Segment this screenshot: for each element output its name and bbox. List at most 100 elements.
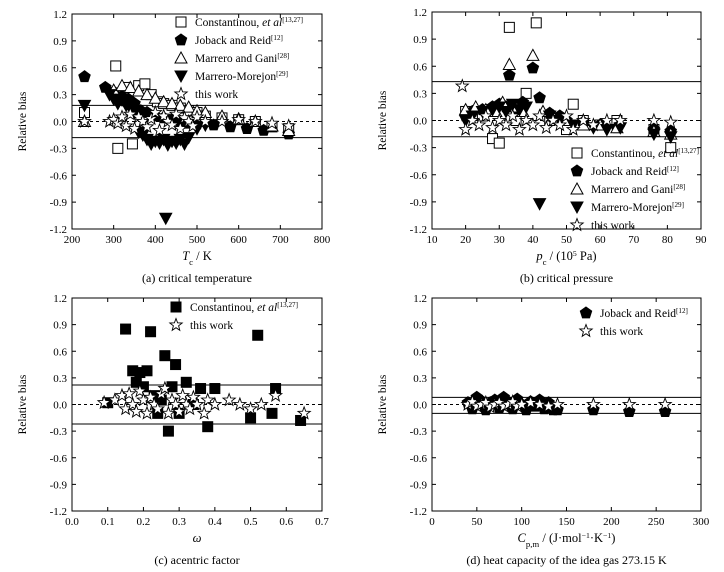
data-point	[171, 403, 187, 418]
x-tick-label: 50	[471, 516, 483, 528]
y-tick-label: 1.2	[53, 293, 67, 305]
data-point	[141, 365, 153, 377]
data-point	[663, 114, 679, 129]
legend-label: Joback and Reid[12]	[600, 307, 688, 320]
y-tick-label: 0.6	[53, 63, 67, 75]
series-5-star-open	[77, 104, 297, 137]
data-point	[96, 394, 112, 410]
legend-marker	[174, 50, 188, 64]
data-point	[519, 101, 533, 114]
data-point	[189, 396, 205, 411]
chart-panel-3: -1.2 -0.9 -0.6 -0.3 0.0 0.3 0.6 0.9 1.2 0.0 0.1 0.2…	[17, 293, 329, 567]
data-point	[295, 414, 307, 426]
series-1-square-filled	[102, 323, 307, 437]
y-tick-label: 0.3	[53, 90, 67, 102]
legend-label: Constantinou, et al[13,27]	[190, 301, 298, 314]
x-tick-label: 0.4	[208, 516, 222, 528]
data-point	[214, 113, 230, 128]
data-point	[243, 401, 259, 416]
legend-label: Marrero-Morejon[29]	[195, 70, 288, 83]
x-tick-label: 300	[693, 516, 710, 528]
data-point	[567, 98, 579, 110]
data-point	[164, 117, 180, 132]
y-tick-label: -0.9	[50, 197, 68, 209]
x-axis-label: pc / (105 Pa)	[535, 249, 596, 268]
x-tick-label: 0.1	[101, 516, 115, 528]
x-tick-label: 70	[628, 234, 640, 246]
data-point	[148, 91, 163, 104]
legend-marker	[579, 306, 593, 319]
data-point	[157, 380, 173, 395]
data-point	[181, 100, 196, 113]
x-tick-label: 90	[696, 234, 708, 246]
y-tick-label: -0.6	[410, 170, 428, 182]
data-point	[125, 396, 141, 411]
y-tick-label: 0.9	[53, 36, 67, 48]
data-point	[647, 128, 661, 142]
data-point	[550, 396, 565, 411]
legend-marker	[570, 164, 584, 177]
x-tick-label: 30	[494, 234, 506, 246]
data-point	[471, 117, 487, 132]
data-point	[122, 106, 138, 121]
data-point	[511, 121, 527, 136]
y-tick-label: 1.2	[413, 293, 427, 305]
legend-marker	[570, 201, 584, 215]
x-tick-label: 0.3	[172, 516, 186, 528]
legend-label: this work	[591, 220, 634, 232]
y-tick-label: 1.2	[53, 9, 67, 21]
legend: Constantinou, et al[13,27] Joback and Rei…	[173, 16, 303, 101]
legend-label: Joback and Reid[12]	[195, 34, 283, 47]
data-point	[123, 80, 138, 93]
data-point	[131, 83, 146, 97]
data-point	[196, 405, 212, 420]
y-tick-label: -0.9	[410, 479, 428, 491]
x-axis-label: Cp,m / (J·mol−1·K−1)	[518, 531, 616, 550]
y-tick-label: 0.3	[413, 88, 427, 100]
data-point	[139, 78, 151, 90]
x-tick-label: 0.0	[65, 516, 79, 528]
chart-panel-1: -1.2 -0.9 -0.6 -0.3 0.0 0.3 0.6 0.9 1.2 200 300 400…	[17, 9, 331, 285]
series-5-star-open	[454, 78, 679, 136]
data-point	[252, 329, 264, 341]
data-point	[600, 124, 614, 137]
legend-label: Marrero and Gani[28]	[195, 52, 289, 65]
y-tick-label: 1.2	[413, 7, 427, 19]
y-tick-label: 0.0	[53, 117, 67, 129]
data-point	[525, 117, 541, 132]
data-point	[145, 326, 157, 338]
y-axis-label: Relative bias	[377, 374, 389, 434]
legend-label: Joback and Reid[12]	[591, 165, 679, 178]
data-point	[458, 121, 474, 136]
legend-marker	[569, 217, 585, 232]
data-point	[170, 359, 182, 371]
data-point	[121, 386, 137, 401]
y-tick-label: -1.2	[410, 506, 427, 518]
data-point	[126, 138, 138, 150]
data-point	[245, 412, 257, 424]
data-point	[207, 396, 223, 411]
y-tick-label: -0.6	[50, 170, 68, 182]
data-point	[139, 119, 155, 134]
data-point	[485, 119, 500, 135]
data-point	[523, 394, 539, 410]
series-2-star-open	[96, 380, 312, 420]
legend: Constantinou, et al[13,27] Joback and Rei…	[569, 147, 699, 232]
data-point	[231, 111, 247, 127]
data-point	[464, 112, 480, 127]
data-point	[159, 350, 171, 362]
x-tick-label: 200	[64, 234, 81, 246]
data-point	[498, 117, 514, 132]
x-axis-label: ω	[193, 531, 202, 545]
legend-label: this work	[190, 320, 233, 332]
data-point	[118, 118, 134, 133]
data-point	[559, 108, 574, 123]
x-tick-label: 300	[105, 234, 122, 246]
y-tick-label: 0.0	[413, 400, 427, 412]
data-point	[253, 396, 269, 411]
panel-caption: (d) heat capacity of the idea gas 273.15…	[466, 553, 667, 567]
data-point	[156, 94, 171, 108]
data-point	[503, 21, 515, 33]
data-point	[232, 396, 248, 411]
data-point	[663, 131, 678, 144]
